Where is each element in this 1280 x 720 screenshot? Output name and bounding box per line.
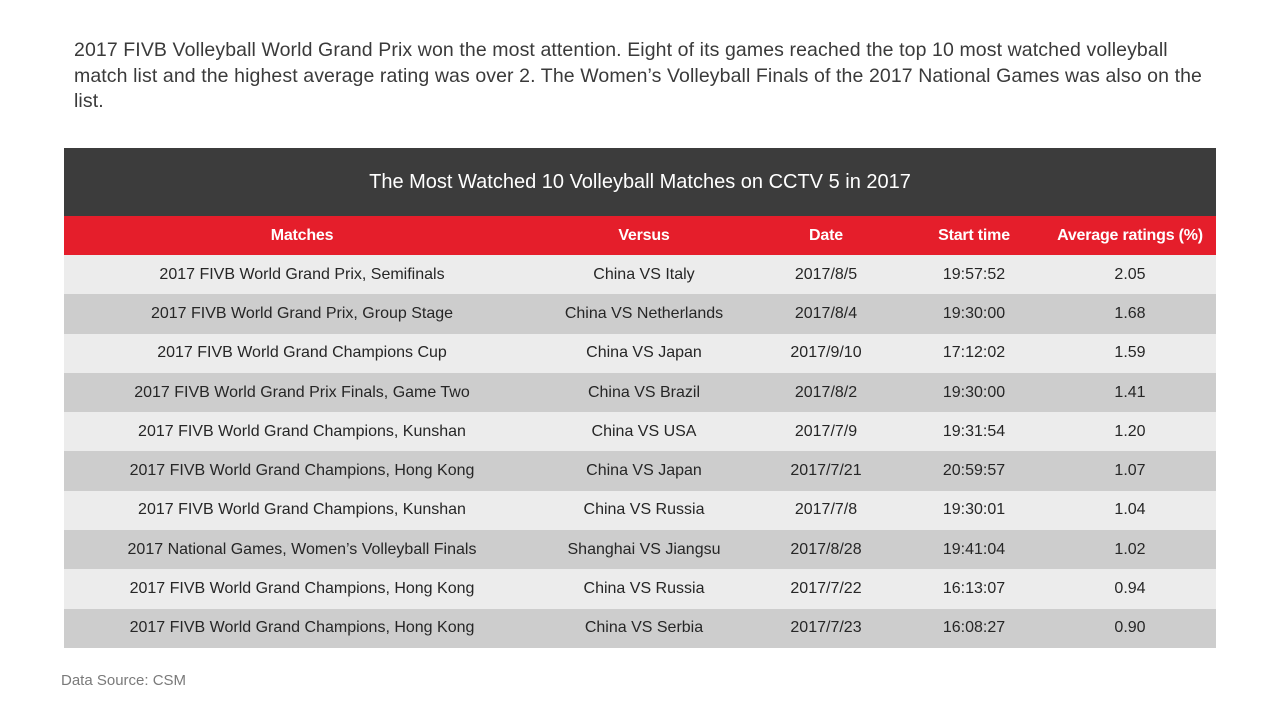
cell-start-time: 19:30:00 xyxy=(942,383,1006,401)
cell-date: 2017/7/23 xyxy=(790,619,862,637)
cell-versus: China VS Japan xyxy=(586,344,702,362)
intro-paragraph: 2017 FIVB Volleyball World Grand Prix wo… xyxy=(74,39,1202,112)
cell-match: 2017 FIVB World Grand Champions, Kunshan xyxy=(138,501,466,519)
cell-rating: 2.05 xyxy=(1114,265,1146,283)
header-date: Date xyxy=(809,226,843,244)
cell-rating: 1.07 xyxy=(1114,462,1146,480)
cell-start-time: 19:57:52 xyxy=(942,265,1006,283)
cell-match: 2017 FIVB World Grand Champions Cup xyxy=(157,344,447,362)
cell-rating: 1.68 xyxy=(1114,304,1146,322)
cell-versus: China VS Japan xyxy=(586,462,702,480)
cell-date: 2017/7/21 xyxy=(790,462,862,480)
cell-rating: 1.02 xyxy=(1114,540,1146,558)
cell-versus: China VS Netherlands xyxy=(564,304,724,322)
cell-date: 2017/9/10 xyxy=(790,344,862,362)
cell-date: 2017/8/28 xyxy=(790,540,862,558)
cell-versus: Shanghai VS Jiangsu xyxy=(567,540,721,558)
table-header-row: Matches Versus Date Start time Average r… xyxy=(64,216,1216,255)
table-title: The Most Watched 10 Volleyball Matches o… xyxy=(64,148,1216,216)
cell-start-time: 19:30:01 xyxy=(942,501,1006,519)
header-average-ratings: Average ratings (%) xyxy=(1057,226,1203,244)
cell-start-time: 20:59:57 xyxy=(942,462,1006,480)
cell-date: 2017/7/8 xyxy=(794,501,858,519)
cell-match: 2017 National Games, Women’s Volleyball … xyxy=(127,540,477,558)
cell-versus: China VS Italy xyxy=(593,265,695,283)
cell-match: 2017 FIVB World Grand Prix, Semifinals xyxy=(159,265,445,283)
cell-versus: China VS Russia xyxy=(583,580,705,598)
cell-rating: 0.90 xyxy=(1114,619,1146,637)
cell-match: 2017 FIVB World Grand Champions, Kunshan xyxy=(138,422,466,440)
cell-start-time: 17:12:02 xyxy=(942,344,1006,362)
cell-match: 2017 FIVB World Grand Champions, Hong Ko… xyxy=(129,462,475,480)
ratings-table: Matches Versus Date Start time Average r… xyxy=(64,216,1216,648)
cell-versus: China VS Brazil xyxy=(587,383,701,401)
cell-date: 2017/8/5 xyxy=(794,265,858,283)
cell-rating: 1.41 xyxy=(1114,383,1146,401)
cell-date: 2017/8/4 xyxy=(794,304,858,322)
cell-match: 2017 FIVB World Grand Champions, Hong Ko… xyxy=(129,619,475,637)
header-versus: Versus xyxy=(618,226,670,244)
cell-start-time: 19:30:00 xyxy=(942,304,1006,322)
table-row: 2017 National Games, Women’s Volleyball … xyxy=(64,530,1216,570)
table-row: 2017 FIVB World Grand Prix, Group Stage … xyxy=(64,294,1216,334)
table-row: 2017 FIVB World Grand Champions, Kunshan… xyxy=(64,412,1216,452)
data-source-note: Data Source: CSM xyxy=(61,672,187,689)
cell-match: 2017 FIVB World Grand Prix, Group Stage xyxy=(150,304,454,322)
header-matches: Matches xyxy=(270,226,334,244)
cell-start-time: 19:41:04 xyxy=(942,540,1006,558)
cell-start-time: 16:08:27 xyxy=(942,619,1006,637)
cell-rating: 0.94 xyxy=(1114,580,1146,598)
table-row: 2017 FIVB World Grand Champions Cup Chin… xyxy=(64,333,1216,373)
table-row: 2017 FIVB World Grand Champions, Hong Ko… xyxy=(64,569,1216,609)
ratings-table-container: The Most Watched 10 Volleyball Matches o… xyxy=(64,148,1216,648)
cell-date: 2017/7/22 xyxy=(790,580,862,598)
table-row: 2017 FIVB World Grand Prix Finals, Game … xyxy=(64,372,1216,413)
cell-versus: China VS Serbia xyxy=(584,619,704,637)
cell-match: 2017 FIVB World Grand Prix Finals, Game … xyxy=(134,383,470,401)
table-row: 2017 FIVB World Grand Prix, Semifinals C… xyxy=(64,255,1216,295)
cell-date: 2017/8/2 xyxy=(794,383,858,401)
cell-match: 2017 FIVB World Grand Champions, Hong Ko… xyxy=(129,580,475,598)
table-body: 2017 FIVB World Grand Prix, Semifinals C… xyxy=(64,255,1216,648)
cell-rating: 1.59 xyxy=(1114,344,1146,362)
table-row: 2017 FIVB World Grand Champions, Kunshan… xyxy=(64,490,1216,531)
cell-start-time: 16:13:07 xyxy=(942,580,1006,598)
cell-versus: China VS Russia xyxy=(583,501,705,519)
cell-date: 2017/7/9 xyxy=(794,422,858,440)
header-start-time: Start time xyxy=(938,226,1010,244)
cell-start-time: 19:31:54 xyxy=(942,422,1006,440)
cell-rating: 1.04 xyxy=(1114,501,1146,519)
table-row: 2017 FIVB World Grand Champions, Hong Ko… xyxy=(64,451,1216,491)
cell-rating: 1.20 xyxy=(1114,422,1146,440)
table-row: 2017 FIVB World Grand Champions, Hong Ko… xyxy=(64,608,1216,648)
cell-versus: China VS USA xyxy=(591,422,697,440)
